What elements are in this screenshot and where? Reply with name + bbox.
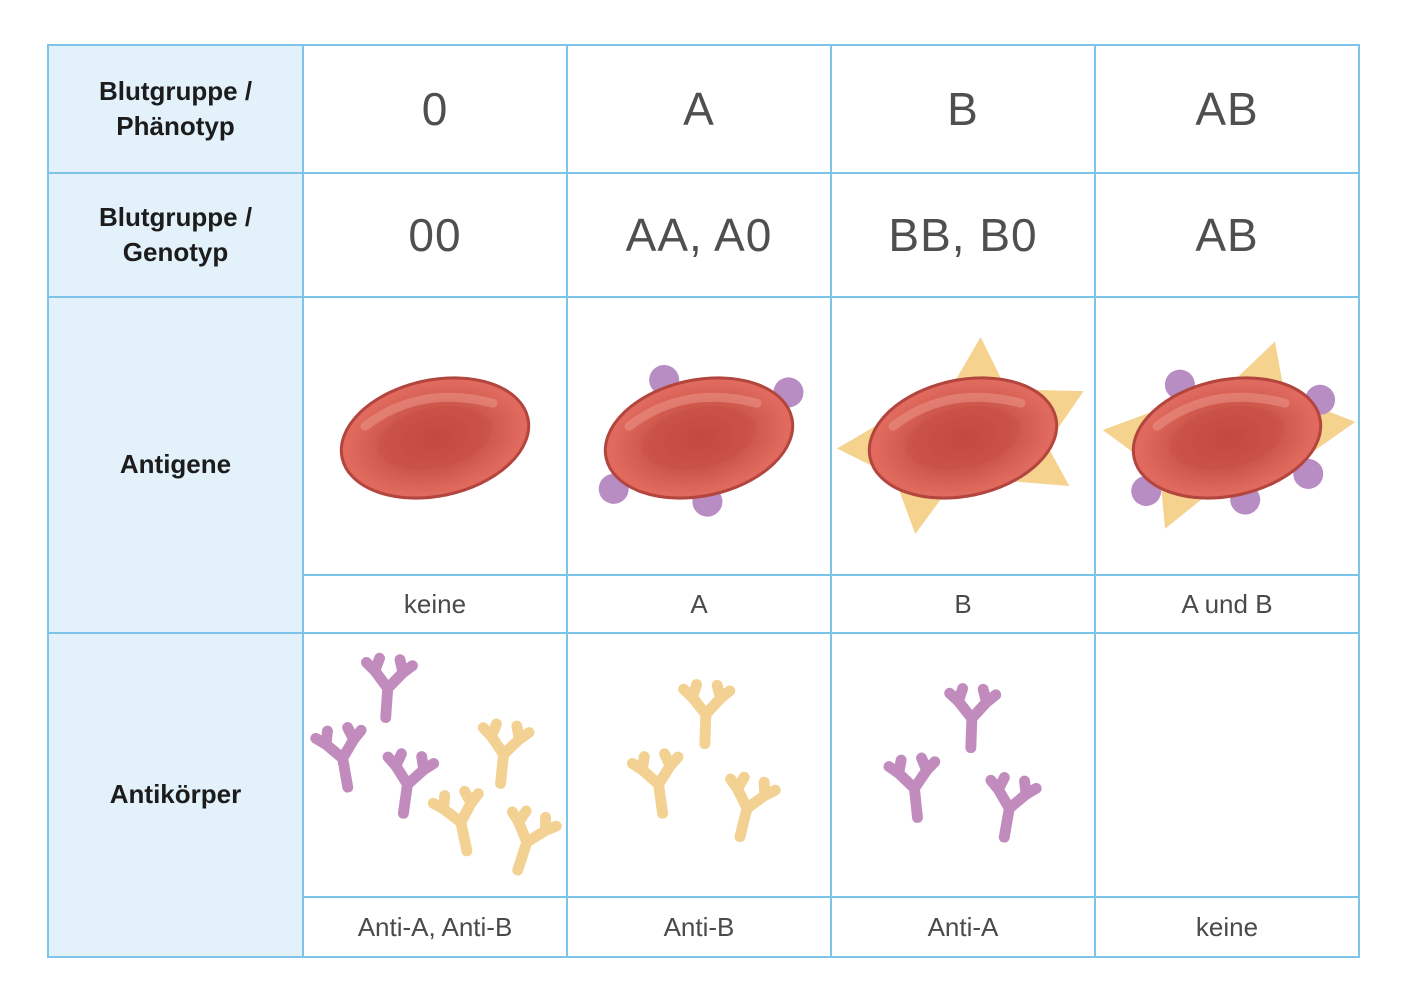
red-blood-cell-antigen-a-icon	[568, 298, 830, 574]
antigen-label-b: B	[832, 576, 1094, 632]
antibody-anti-a-y-icon	[939, 675, 1006, 754]
antibody-label-a: Anti-B	[568, 898, 830, 956]
row-header-antibodies-label: Antikörper	[109, 779, 242, 810]
row-header-genotype: Blutgruppe / Genotyp	[49, 174, 302, 296]
antibody-anti-b-y-icon	[708, 759, 789, 849]
antigen-label-ab: A und B	[1096, 576, 1358, 632]
row-header-antibodies: Antikörper	[49, 634, 302, 956]
phenotype-cell-0: 0	[304, 46, 566, 172]
red-blood-cell-antigen-b-icon	[835, 336, 1094, 538]
antibody-label-ab: keine	[1096, 898, 1358, 956]
antigen-illustration-a	[568, 298, 830, 574]
row-header-phenotype-label: Blutgruppe / Phänotyp	[98, 75, 253, 141]
antibody-anti-a-y-icon	[972, 761, 1048, 848]
antibody-illustration-a	[568, 634, 830, 896]
antigen-illustration-b	[832, 298, 1094, 574]
row-header-antigens: Antigene	[49, 298, 302, 632]
antibody-anti-a-y-icon	[304, 711, 380, 798]
row-header-genotype-label: Blutgruppe / Genotyp	[98, 201, 253, 267]
red-blood-cell-antigen-ab-icon	[1098, 332, 1358, 540]
row-header-phenotype: Blutgruppe / Phänotyp	[49, 46, 302, 172]
red-blood-cell-plain-icon	[304, 298, 566, 574]
antigen-label-0: keine	[304, 576, 566, 632]
red-blood-cell-icon	[858, 362, 1068, 515]
antibody-illustration-0	[304, 634, 566, 896]
antibody-anti-a-y-icon	[878, 743, 950, 826]
phenotype-cell-a: A	[568, 46, 830, 172]
phenotype-cell-ab: AB	[1096, 46, 1358, 172]
antibody-anti-b-y-icon	[486, 792, 566, 885]
genotype-cell-ab: AB	[1096, 174, 1358, 296]
genotype-cell-0: 00	[304, 174, 566, 296]
antibody-illustration-ab-empty	[1096, 634, 1358, 896]
antibody-label-b: Anti-A	[832, 898, 1094, 956]
antigen-illustration-ab	[1096, 298, 1358, 574]
antibody-illustration-b	[832, 634, 1094, 896]
red-blood-cell-icon	[330, 362, 540, 515]
phenotype-cell-b: B	[832, 46, 1094, 172]
genotype-cell-b: BB, B0	[832, 174, 1094, 296]
row-header-antigens-label: Antigene	[119, 449, 232, 480]
antigen-illustration-0	[304, 298, 566, 574]
antigen-label-a: A	[568, 576, 830, 632]
antibody-label-0: Anti-A, Anti-B	[304, 898, 566, 956]
genotype-cell-a: AA, A0	[568, 174, 830, 296]
blood-group-table: Blutgruppe / Phänotyp 0 A B AB Blutgrupp…	[47, 44, 1360, 958]
antibody-anti-b-y-icon	[621, 738, 695, 823]
